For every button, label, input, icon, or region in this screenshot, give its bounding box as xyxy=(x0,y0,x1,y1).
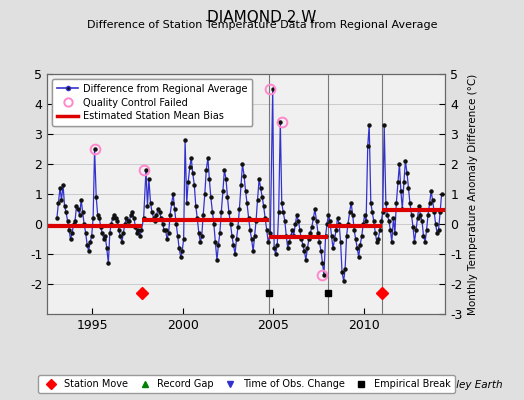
Text: Difference of Station Temperature Data from Regional Average: Difference of Station Temperature Data f… xyxy=(87,20,437,30)
Y-axis label: Monthly Temperature Anomaly Difference (°C): Monthly Temperature Anomaly Difference (… xyxy=(468,73,478,315)
Legend: Station Move, Record Gap, Time of Obs. Change, Empirical Break: Station Move, Record Gap, Time of Obs. C… xyxy=(38,375,455,393)
Text: DIAMOND 2 W: DIAMOND 2 W xyxy=(208,10,316,25)
Text: Berkeley Earth: Berkeley Earth xyxy=(427,380,503,390)
Legend: Difference from Regional Average, Quality Control Failed, Estimated Station Mean: Difference from Regional Average, Qualit… xyxy=(52,79,253,126)
